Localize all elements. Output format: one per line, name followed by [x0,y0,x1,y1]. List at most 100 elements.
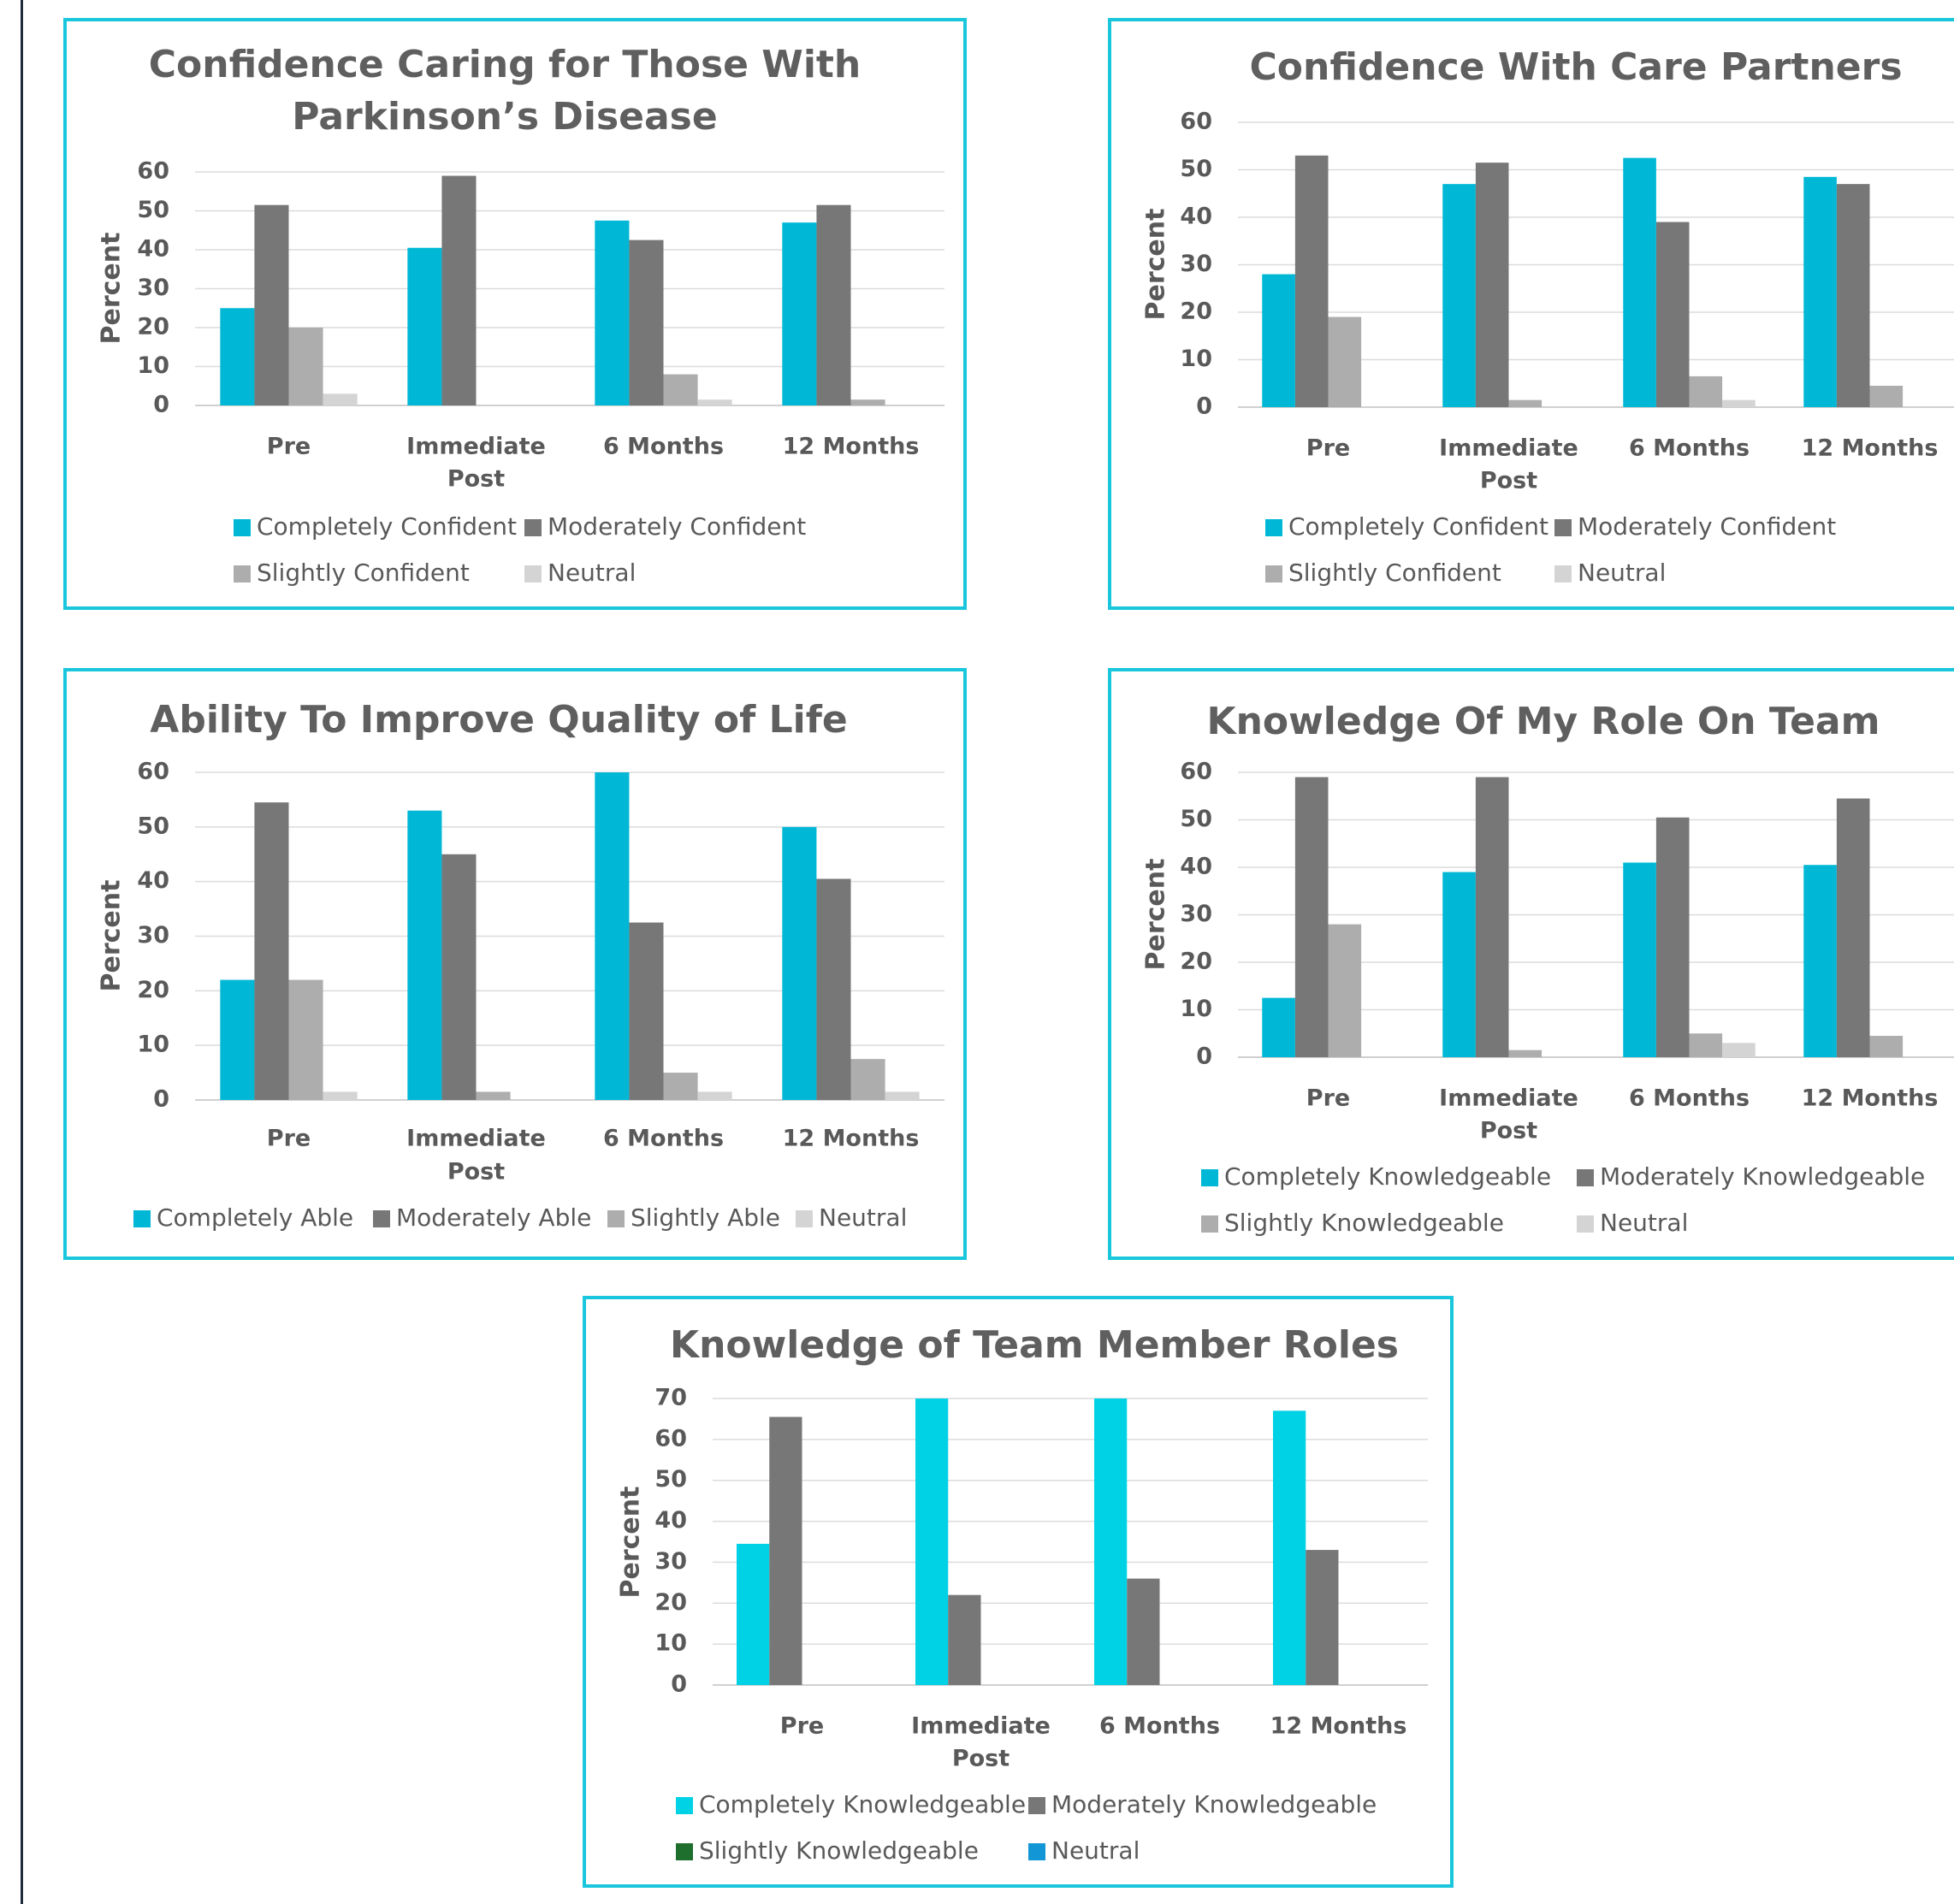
bar-slightly-confident [1689,375,1723,407]
bar-completely-confident [1803,176,1837,407]
legend-swatch [234,519,251,536]
y-tick-label: 30 [137,275,169,301]
chart-panel-confidence-caring: Confidence Caring for Those With Parkinso… [63,18,967,610]
legend-swatch [1201,1169,1218,1186]
bar-moderately-confident [1294,155,1329,407]
y-tick-label: 30 [1180,251,1212,277]
chart-care-partners: Confidence With Care Partners 0 10 20 30 40 50… [1141,45,1954,587]
bar-completely-able [407,810,442,1100]
y-axis-label: Percent [616,1487,646,1599]
legend-swatch [607,1210,625,1227]
chart-panel-care-partners: Confidence With Care Partners 0 10 20 30 40 50… [1108,18,1954,610]
y-tick-label: 40 [137,867,169,894]
bar-moderately-knowledgeable [1294,777,1329,1057]
legend-swatch [676,1843,693,1860]
y-axis-label: Percent [1141,209,1171,321]
chart-confidence-caring: Confidence Caring for Those With Parkinso… [97,43,944,587]
legend-item: Neutral [1051,1836,1140,1865]
x-tick-label: Immediate [406,1126,546,1152]
y-tick-label: 0 [153,392,169,418]
y-tick-label: 50 [654,1466,687,1493]
legend-item: Completely Able [157,1203,353,1232]
legend-swatch [1554,565,1572,582]
bar-slightly-knowledgeable [1689,1033,1723,1057]
bar-completely-knowledgeable [1094,1398,1128,1685]
legend-swatch [373,1210,390,1227]
bar-completely-able [220,979,255,1100]
x-tick-label: 12 Months [783,1126,920,1152]
legend-swatch [1577,1215,1594,1233]
chart-role-on-team: Knowledge Of My Role On Team 0 10 20 30 40 50 6… [1141,700,1954,1237]
bar-slightly-knowledgeable [1328,924,1362,1057]
legend-swatch [1265,519,1282,536]
legend-item: Moderately Knowledgeable [1600,1162,1925,1191]
y-tick-label: 0 [1196,393,1212,420]
legend-item: Completely Confident [1288,512,1548,541]
chart-panel-team-member-roles: Knowledge of Team Member Roles 0 10 20 30 40 5… [583,1296,1454,1888]
y-tick-label: 60 [1180,759,1212,785]
x-tick-label: Post [952,1746,1010,1772]
y-tick-label: 50 [1180,156,1212,182]
bar-slightly-knowledgeable [1869,1036,1904,1057]
x-tick-label: 6 Months [1629,435,1750,462]
bar-moderately-confident [441,175,477,406]
legend-swatch [524,565,542,582]
y-tick-label: 50 [137,197,169,223]
bar-completely-knowledgeable [1442,872,1476,1057]
y-tick-label: 50 [1180,806,1212,832]
bar-completely-confident [1442,184,1476,407]
legend-item: Moderately Knowledgeable [1051,1790,1377,1818]
bar-neutral [1722,399,1756,407]
bar-moderately-knowledgeable [1836,798,1870,1057]
bar-neutral [697,399,732,405]
bar-slightly-confident [288,328,323,405]
bar-moderately-knowledgeable [769,1416,802,1685]
bar-moderately-confident [254,204,289,405]
chart-panel-role-on-team: Knowledge Of My Role On Team 0 10 20 30 40 50 6… [1108,668,1954,1260]
bar-moderately-knowledgeable [1475,777,1509,1057]
legend-swatch [234,565,251,582]
x-tick-label: Immediate [911,1713,1051,1740]
x-tick-label: 6 Months [603,434,724,460]
bar-moderately-knowledgeable [948,1594,981,1685]
chart-title: Confidence With Care Partners [1249,45,1902,89]
bar-slightly-confident [850,399,885,405]
bar-completely-knowledgeable [1803,865,1837,1057]
x-tick-label: 6 Months [603,1126,724,1152]
legend-item: Completely Confident [257,512,517,541]
bar-slightly-confident [1328,316,1362,407]
x-tick-label: Immediate [406,434,546,460]
bar-moderately-knowledgeable [1127,1578,1160,1685]
bar-moderately-able [629,922,664,1100]
left-border-rule [21,0,23,1904]
y-tick-label: 10 [1180,996,1212,1022]
x-tick-label: 6 Months [1629,1085,1750,1112]
legend-item: Slightly Confident [1288,559,1501,587]
legend-item: Completely Knowledgeable [699,1790,1026,1818]
y-tick-label: 0 [671,1671,687,1698]
legend-swatch [524,519,542,536]
bar-completely-confident [595,220,630,405]
bar-moderately-knowledgeable [1655,817,1690,1057]
y-tick-label: 30 [654,1548,687,1575]
bar-slightly-able [476,1091,511,1100]
chart-title: Ability To Improve Quality of Life [150,698,847,742]
chart-title: Knowledge of Team Member Roles [670,1323,1399,1367]
x-tick-label: 6 Months [1099,1713,1220,1740]
chart-team-member-roles: Knowledge of Team Member Roles 0 10 20 30 40 5… [616,1323,1428,1865]
legend-swatch [1028,1843,1045,1860]
legend-item: Moderately Confident [548,512,806,541]
legend-item: Neutral [548,559,636,587]
y-tick-label: 70 [654,1385,687,1411]
legend-swatch [1028,1797,1045,1814]
y-tick-label: 40 [1180,854,1212,880]
bar-neutral [697,1091,732,1100]
bar-completely-knowledgeable [915,1398,949,1685]
y-tick-label: 40 [1180,204,1212,230]
legend-swatch [796,1210,813,1227]
bar-completely-knowledgeable [1273,1410,1306,1685]
y-tick-label: 20 [137,314,169,340]
bar-neutral [1722,1043,1756,1057]
chart-title: Parkinson’s Disease [292,95,717,139]
bar-moderately-confident [629,239,664,405]
